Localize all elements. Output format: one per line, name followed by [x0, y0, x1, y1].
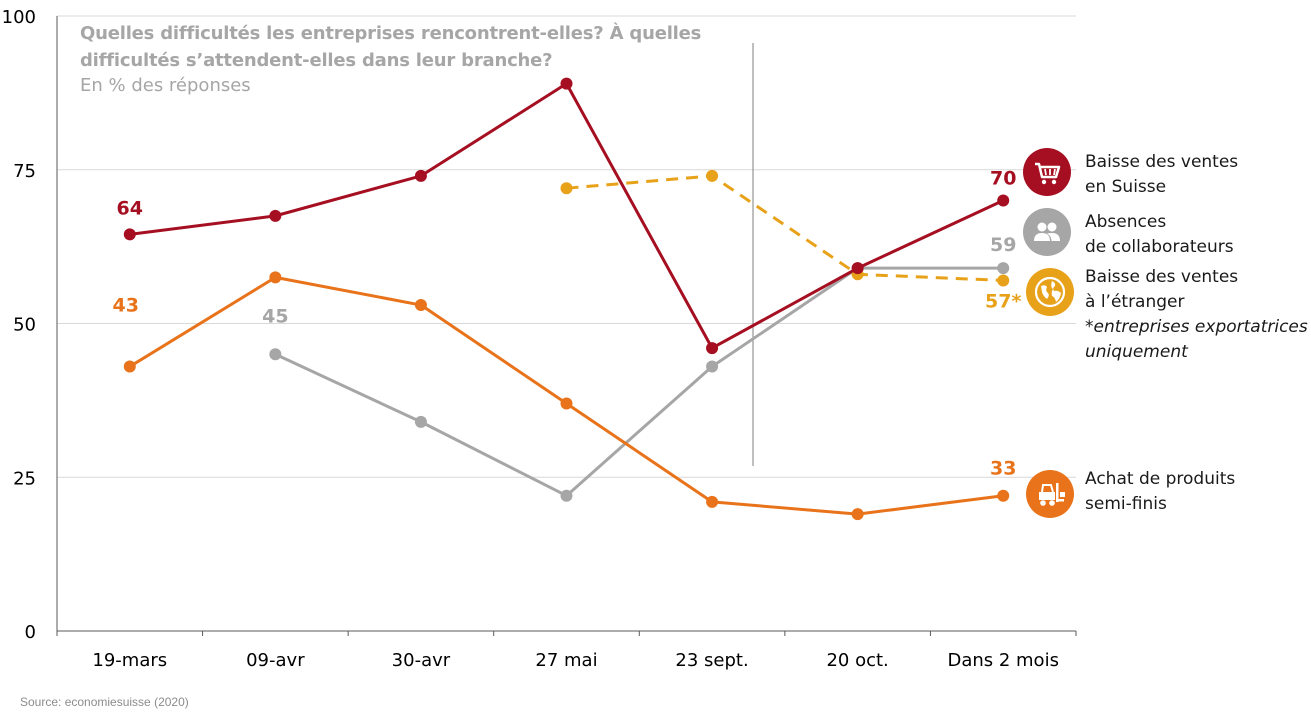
- x-tick-label: 19-mars: [92, 650, 167, 671]
- data-point-orange: [269, 271, 282, 284]
- y-tick-label: 25: [13, 468, 36, 489]
- data-point-gray: [997, 262, 1010, 275]
- x-tick-label: 30-avr: [392, 650, 451, 671]
- data-point-orange: [123, 360, 136, 373]
- series-line-orange: [129, 275, 1004, 516]
- forklift-icon: [1026, 470, 1074, 518]
- series-line-red: [129, 82, 1004, 350]
- data-point-red: [851, 262, 864, 275]
- legend-label-baisse-ventes-suisse: Baisse des ventes en Suisse: [1085, 152, 1239, 197]
- data-point-red: [123, 228, 136, 241]
- data-label-red: 70: [990, 168, 1016, 190]
- x-tick-label: 20 oct.: [826, 650, 888, 671]
- x-tick-label: 23 sept.: [675, 650, 748, 671]
- data-label-gray: 45: [262, 305, 288, 327]
- x-tick-label: 27 mai: [535, 650, 597, 671]
- data-point-gray: [414, 415, 427, 428]
- people-icon: [1023, 208, 1071, 256]
- data-point-orange: [560, 397, 573, 410]
- data-point-gray: [560, 489, 573, 502]
- data-point-red: [414, 169, 427, 182]
- data-label-orange: 43: [113, 295, 139, 317]
- data-point-red: [997, 194, 1010, 207]
- chart-title: Quelles difficultés les entreprises renc…: [80, 23, 702, 71]
- y-tick-label: 75: [13, 161, 36, 182]
- chart-subtitle: En % des réponses: [80, 75, 251, 96]
- data-point-yellow: [997, 274, 1010, 287]
- globe-icon: [1026, 268, 1074, 316]
- data-point-orange: [997, 489, 1010, 502]
- legend-label-baisse-ventes-etranger: Baisse des ventes à l’étranger *entrepris…: [1085, 265, 1308, 365]
- series-line-yellow: [566, 174, 1004, 282]
- data-point-yellow: [706, 169, 719, 182]
- data-label-gray: 59: [990, 234, 1016, 256]
- data-label-orange: 33: [990, 458, 1016, 480]
- data-point-red: [560, 77, 573, 90]
- legend-label-absences-collaborateurs: Absences de collaborateurs: [1085, 212, 1234, 257]
- data-point-gray: [269, 348, 282, 361]
- data-label-yellow: 57*: [985, 290, 1021, 312]
- shopping-cart-icon: [1023, 148, 1071, 196]
- source-note: Source: economiesuisse (2020): [20, 695, 189, 709]
- data-point-orange: [414, 299, 427, 312]
- x-tick-label: 09-avr: [246, 650, 305, 671]
- data-label-red: 64: [117, 197, 143, 219]
- data-point-gray: [706, 360, 719, 373]
- data-point-yellow: [560, 182, 573, 195]
- y-tick-label: 50: [13, 315, 36, 336]
- y-tick-label: 100: [2, 7, 36, 28]
- series-line-gray: [274, 266, 1004, 498]
- data-point-orange: [851, 508, 864, 521]
- legend-label-achat-produits: Achat de produits semi-finis: [1085, 469, 1236, 514]
- y-tick-label: 0: [25, 622, 36, 643]
- x-tick-label: Dans 2 mois: [947, 650, 1059, 671]
- legend-note-exportatrices: *entreprises exportatrices uniquement: [1085, 317, 1308, 362]
- data-point-orange: [706, 495, 719, 508]
- data-point-red: [706, 342, 719, 355]
- data-point-red: [269, 209, 282, 222]
